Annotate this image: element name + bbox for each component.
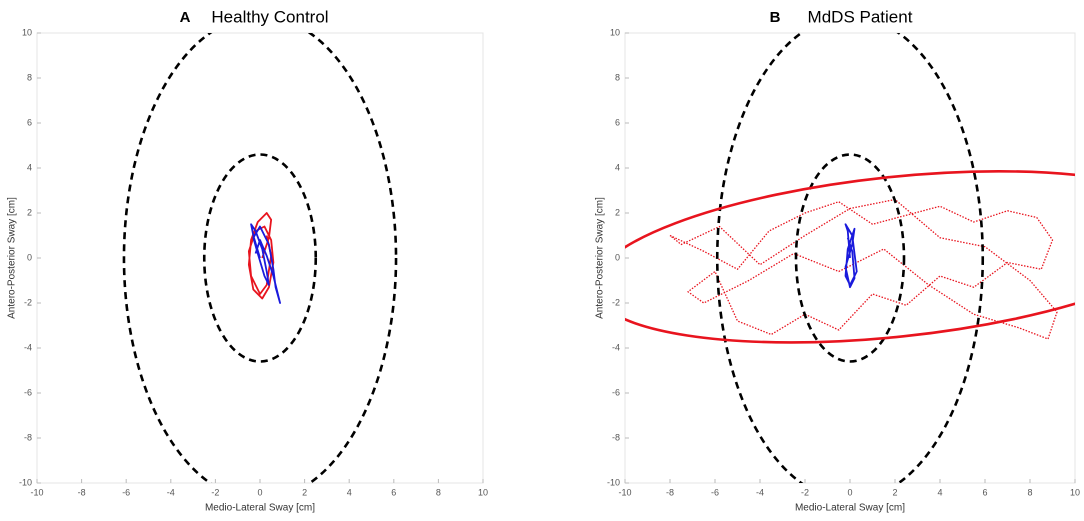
y-axis-label: Antero-Posterior Sway [cm]	[595, 197, 606, 319]
x-tick-label: -2	[211, 487, 219, 497]
x-tick-label: -4	[167, 487, 175, 497]
y-axis-label: Antero-Posterior Sway [cm]	[7, 197, 18, 319]
x-tick-label: -6	[122, 487, 130, 497]
y-tick-label: -8	[612, 432, 620, 442]
x-tick-label: -10	[618, 487, 631, 497]
y-tick-label: -2	[24, 297, 32, 307]
confidence-ellipse	[122, 33, 398, 483]
chart-title: Healthy Control	[211, 7, 328, 26]
y-tick-label: 8	[615, 72, 620, 82]
sway-trace	[247, 212, 275, 300]
panel-label: A	[180, 9, 191, 26]
y-tick-label: -6	[612, 387, 620, 397]
chart-title: MdDS Patient	[808, 7, 913, 26]
sway-trace	[669, 198, 1058, 340]
confidence-ellipse	[715, 33, 985, 483]
y-tick-label: -8	[24, 432, 32, 442]
x-axis-label: Medio-Lateral Sway [cm]	[205, 503, 315, 514]
confidence-ellipse	[794, 153, 906, 363]
plot-area	[625, 33, 1075, 483]
x-tick-label: 10	[478, 487, 488, 497]
x-tick-label: 4	[347, 487, 352, 497]
x-tick-label: -8	[78, 487, 86, 497]
y-tick-label: 6	[27, 117, 32, 127]
y-tick-label: 0	[615, 252, 620, 262]
x-tick-label: 0	[257, 487, 262, 497]
x-tick-label: 2	[302, 487, 307, 497]
y-tick-label: 8	[27, 72, 32, 82]
y-tick-label: 6	[615, 117, 620, 127]
x-tick-label: 8	[1027, 487, 1032, 497]
sway-trace	[250, 223, 281, 304]
y-tick-label: -4	[612, 342, 620, 352]
x-tick-label: 6	[982, 487, 987, 497]
y-tick-label: 10	[22, 27, 32, 37]
y-tick-label: 10	[610, 27, 620, 37]
y-tick-label: 4	[27, 162, 32, 172]
panel-label: B	[770, 9, 781, 26]
y-tick-label: 2	[27, 207, 32, 217]
y-tick-label: -4	[24, 342, 32, 352]
y-tick-label: -10	[19, 477, 32, 487]
plot-area	[122, 33, 398, 483]
y-tick-label: 0	[27, 252, 32, 262]
x-tick-label: -6	[711, 487, 719, 497]
x-tick-label: -10	[30, 487, 43, 497]
y-tick-label: 4	[615, 162, 620, 172]
sway-trace	[844, 223, 858, 289]
x-axis-label: Medio-Lateral Sway [cm]	[795, 503, 905, 514]
confidence-ellipse	[625, 170, 1075, 344]
x-tick-label: -8	[666, 487, 674, 497]
x-tick-label: 0	[847, 487, 852, 497]
y-tick-label: 2	[615, 207, 620, 217]
x-tick-label: 4	[937, 487, 942, 497]
x-tick-label: -2	[801, 487, 809, 497]
y-tick-label: -10	[607, 477, 620, 487]
x-tick-label: 10	[1070, 487, 1080, 497]
confidence-ellipse	[202, 153, 318, 363]
x-tick-label: 2	[892, 487, 897, 497]
x-tick-label: 6	[391, 487, 396, 497]
y-tick-label: -6	[24, 387, 32, 397]
y-tick-label: -2	[612, 297, 620, 307]
x-tick-label: -4	[756, 487, 764, 497]
panel: -10 -8 -6 -4 -2 0 2 4 6 8 10 -10 -8 -6 -4 -2 0 2 4 6 8 10 Medi…	[595, 7, 1080, 514]
x-tick-label: 8	[436, 487, 441, 497]
panel: -10 -8 -6 -4 -2 0 2 4 6 8 10 -10 -8 -6 -4 -2 0 2 4 6 8 10 Medi…	[7, 7, 488, 513]
